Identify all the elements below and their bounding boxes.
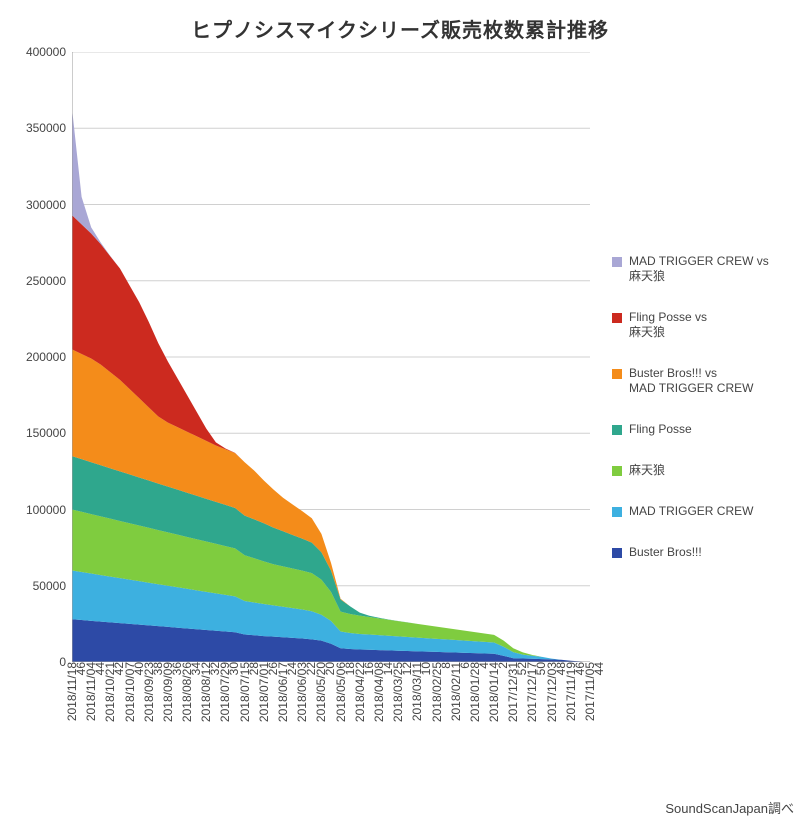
legend-item: Fling Posse vs 麻天狼 xyxy=(612,310,769,340)
legend-label: 麻天狼 xyxy=(629,463,665,478)
legend-swatch xyxy=(612,548,622,558)
y-tick-label: 50000 xyxy=(6,579,72,593)
x-tick-date: 2018/02/11 xyxy=(449,662,463,721)
legend: MAD TRIGGER CREW vs 麻天狼 Fling Posse vs 麻天… xyxy=(612,254,769,586)
y-tick-label: 200000 xyxy=(6,350,72,364)
legend-label: Fling Posse xyxy=(629,422,692,437)
y-tick-label: 250000 xyxy=(6,274,72,288)
legend-label: Buster Bros!!! xyxy=(629,545,702,560)
legend-label: Fling Posse vs 麻天狼 xyxy=(629,310,707,340)
chart-svg xyxy=(72,52,590,662)
x-tick-date: 2018/01/14 xyxy=(487,662,501,722)
legend-label: MAD TRIGGER CREW xyxy=(629,504,753,519)
y-tick-label: 0 xyxy=(6,655,72,669)
legend-swatch xyxy=(612,257,622,267)
x-tick-date: 2018/01/28 xyxy=(468,662,482,722)
x-tick-week: 44 xyxy=(592,662,606,675)
y-tick-label: 350000 xyxy=(6,121,72,135)
y-tick-label: 100000 xyxy=(6,503,72,517)
legend-label: MAD TRIGGER CREW vs 麻天狼 xyxy=(629,254,769,284)
legend-swatch xyxy=(612,425,622,435)
x-axis-ticks: 2018/11/18462018/11/04442018/10/21422018… xyxy=(72,662,590,802)
y-tick-label: 150000 xyxy=(6,426,72,440)
legend-swatch xyxy=(612,466,622,476)
x-tick-date: 2018/02/25 xyxy=(430,662,444,722)
legend-swatch xyxy=(612,313,622,323)
y-tick-label: 400000 xyxy=(6,45,72,59)
chart-frame: ヒプノシスマイクシリーズ販売枚数累計推移 0500001000001500002… xyxy=(0,0,800,821)
y-tick-label: 300000 xyxy=(6,198,72,212)
legend-swatch xyxy=(612,507,622,517)
credit-text: SoundScanJapan調べ xyxy=(665,798,794,817)
chart-title: ヒプノシスマイクシリーズ販売枚数累計推移 xyxy=(0,14,800,43)
legend-item: Fling Posse xyxy=(612,422,769,437)
legend-swatch xyxy=(612,369,622,379)
legend-item: Buster Bros!!! vs MAD TRIGGER CREW xyxy=(612,366,769,396)
plot-area: 0500001000001500002000002500003000003500… xyxy=(72,52,590,662)
legend-item: MAD TRIGGER CREW xyxy=(612,504,769,519)
legend-item: Buster Bros!!! xyxy=(612,545,769,560)
legend-label: Buster Bros!!! vs MAD TRIGGER CREW xyxy=(629,366,753,396)
legend-item: 麻天狼 xyxy=(612,463,769,478)
legend-item: MAD TRIGGER CREW vs 麻天狼 xyxy=(612,254,769,284)
